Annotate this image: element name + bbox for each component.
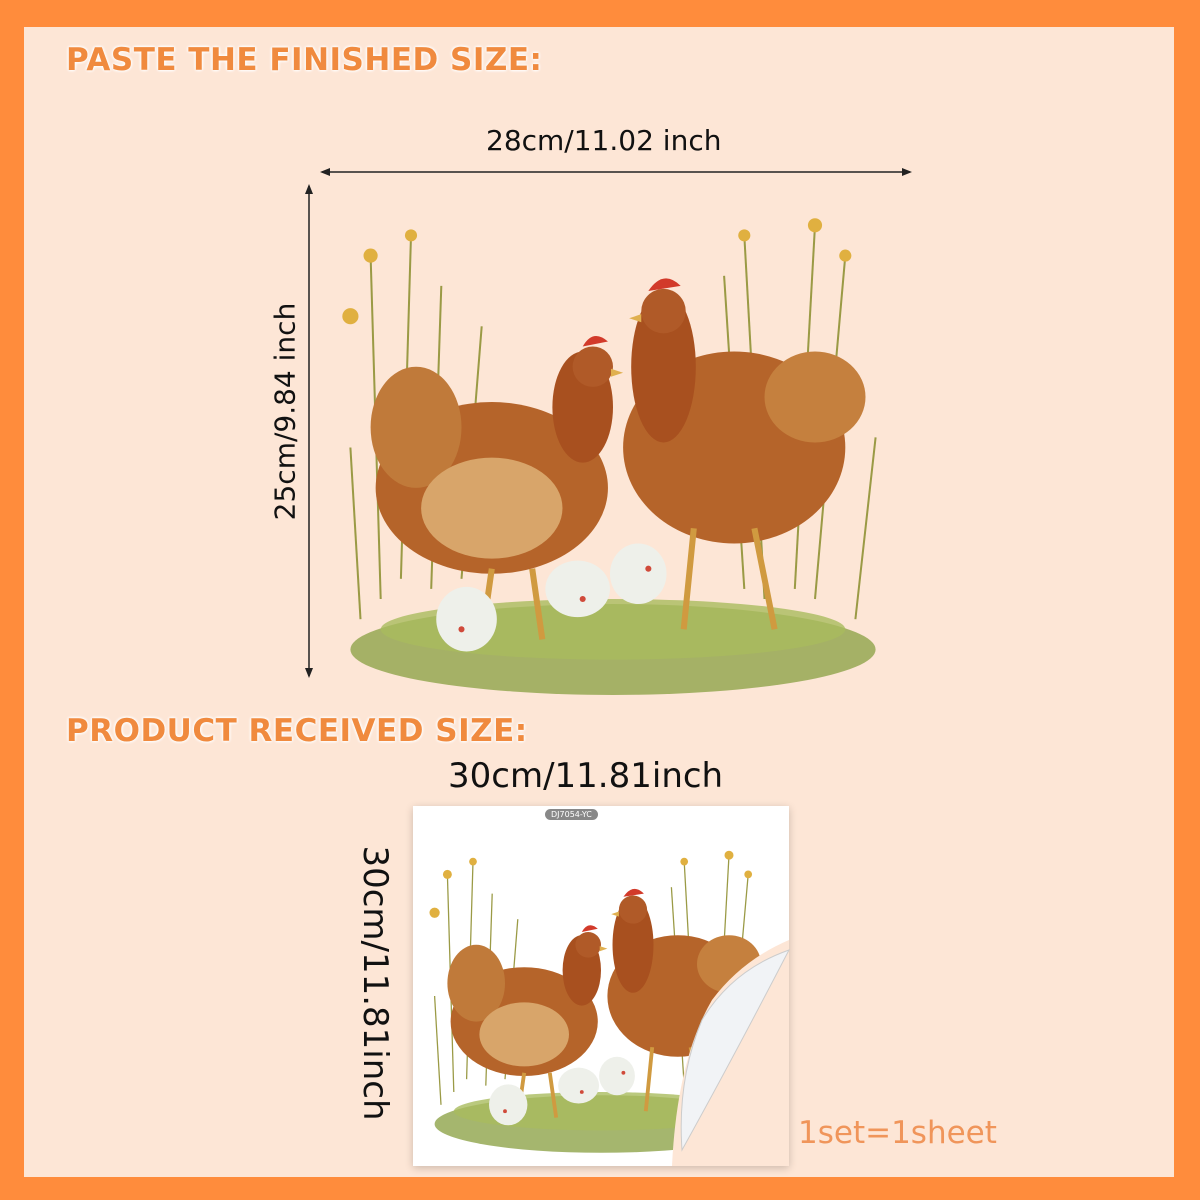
finished-size-heading: PASTE THE FINISHED SIZE: [66,42,543,78]
chicken-illustration [338,195,888,700]
peeled-corner [672,940,790,1166]
finished-width-label: 28cm/11.02 inch [486,124,722,157]
height-arrow [305,184,313,678]
width-arrow [320,168,912,176]
set-note: 1set=1sheet [798,1115,997,1151]
received-width-label: 30cm/11.81inch [448,756,724,796]
received-height-label: 30cm/11.81inch [355,845,395,1121]
finished-height-label: 25cm/9.84 inch [268,302,302,521]
received-size-heading: PRODUCT RECEIVED SIZE: [66,713,528,749]
sheet-code: DJ7054-YC [545,809,598,820]
